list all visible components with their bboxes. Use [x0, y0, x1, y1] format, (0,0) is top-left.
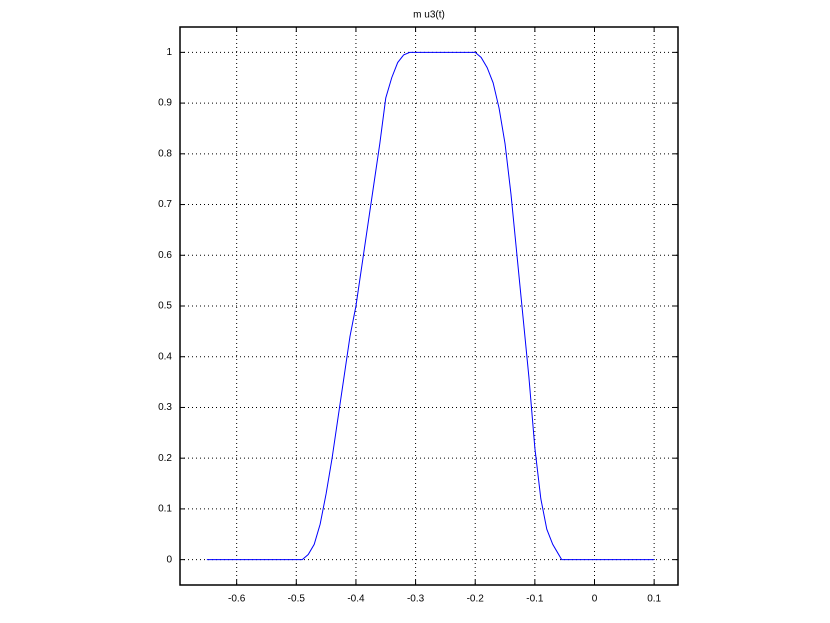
x-tick-label: -0.5 [288, 594, 306, 605]
x-tick-label: -0.6 [228, 594, 246, 605]
y-tick-label: 0.8 [158, 148, 172, 159]
x-tick-label: 0.1 [647, 594, 661, 605]
y-tick-label: 0.2 [158, 453, 172, 464]
y-tick-label: 0.7 [158, 199, 172, 210]
y-tick-label: 1 [166, 47, 172, 58]
y-tick-label: 0.3 [158, 402, 172, 413]
chart-title: m u3(t) [413, 10, 445, 21]
y-tick-label: 0.4 [158, 351, 172, 362]
x-tick-label: -0.1 [526, 594, 544, 605]
x-tick-label: -0.4 [347, 594, 365, 605]
y-tick-label: 0.5 [158, 301, 172, 312]
y-tick-label: 0.6 [158, 250, 172, 261]
plot-frame [179, 26, 679, 586]
y-tick-label: 0 [166, 554, 172, 565]
data-line [206, 51, 655, 561]
x-tick-label: 0 [592, 594, 598, 605]
y-tick-label: 0.1 [158, 504, 172, 515]
x-tick-label: -0.2 [467, 594, 485, 605]
y-tick-label: 0.9 [158, 98, 172, 109]
x-tick-label: -0.3 [407, 594, 425, 605]
